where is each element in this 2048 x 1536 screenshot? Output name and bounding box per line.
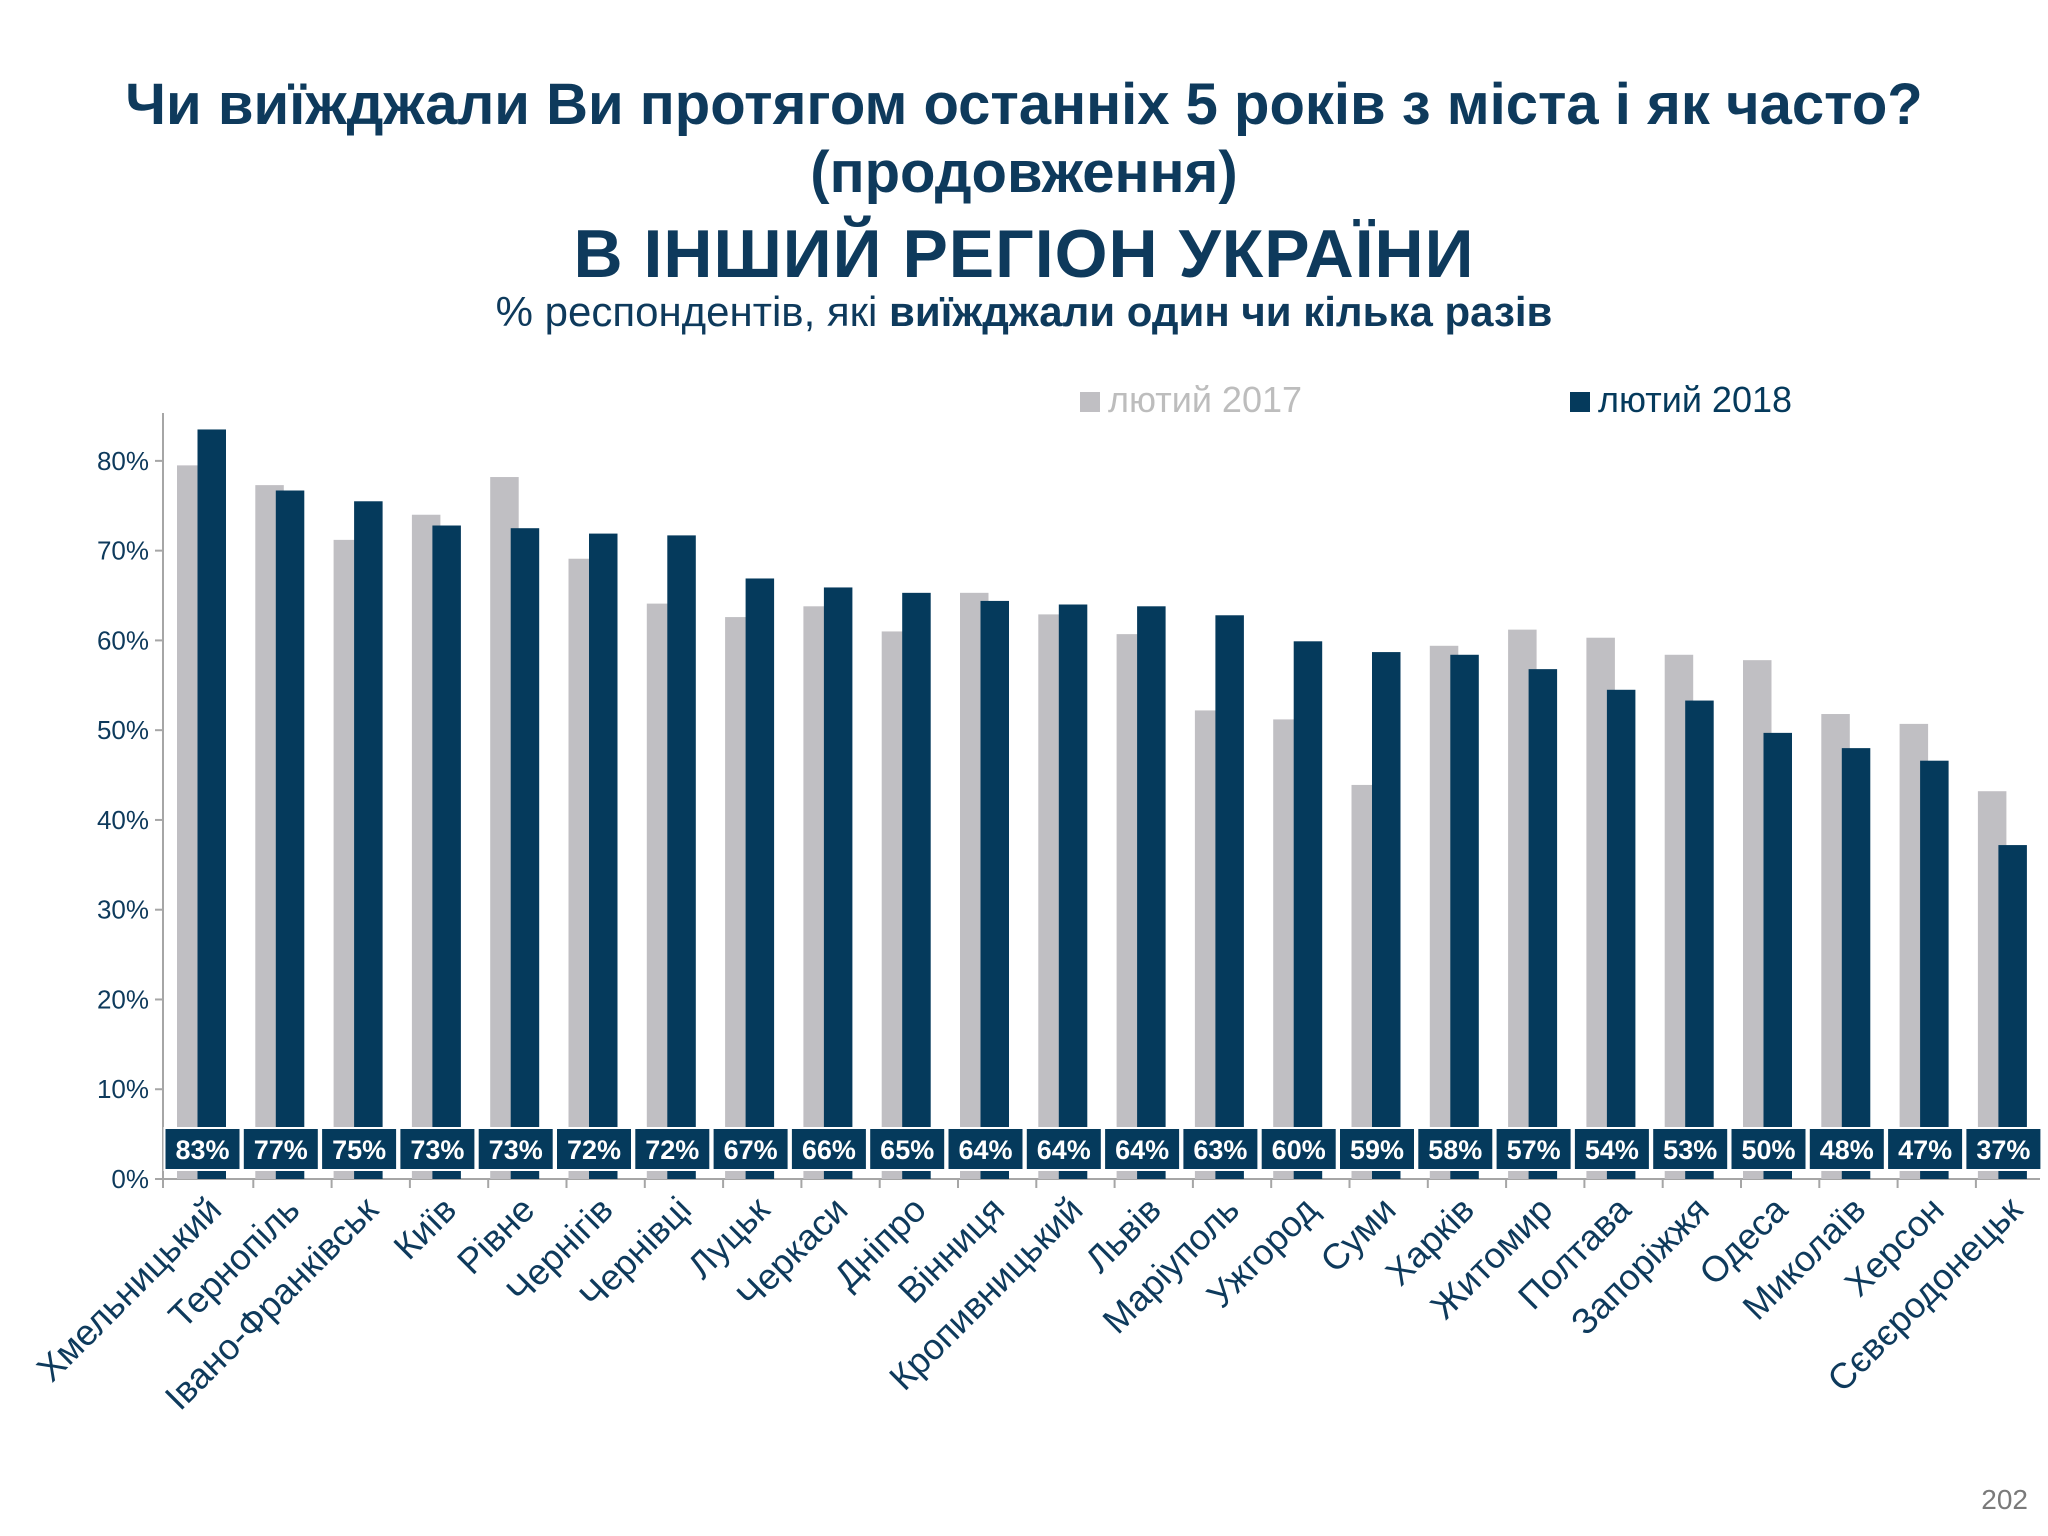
bar-2018 — [1606, 689, 1636, 1179]
y-tick-label: 20% — [97, 984, 149, 1014]
data-label-box — [1729, 1127, 1808, 1171]
data-label: 65% — [880, 1135, 934, 1165]
bar-2018 — [745, 578, 775, 1179]
data-label: 59% — [1350, 1135, 1404, 1165]
data-label: 72% — [645, 1135, 699, 1165]
bar-2018 — [589, 533, 618, 1179]
data-label: 53% — [1663, 1135, 1717, 1165]
data-label-box — [946, 1127, 1025, 1171]
data-label: 50% — [1741, 1135, 1795, 1165]
data-label: 64% — [958, 1135, 1012, 1165]
bar-2018 — [1372, 652, 1401, 1179]
legend-swatch-2017 — [1080, 392, 1100, 412]
data-label-box — [1103, 1127, 1182, 1171]
bar-2018 — [667, 535, 696, 1179]
data-label: 63% — [1193, 1135, 1247, 1165]
data-label-box — [633, 1127, 712, 1171]
data-label: 37% — [1976, 1135, 2030, 1165]
data-label-box — [1572, 1127, 1651, 1171]
data-label: 48% — [1820, 1135, 1874, 1165]
data-label: 72% — [567, 1135, 621, 1165]
chart-title-continuation: (продовження) — [810, 140, 1238, 205]
subtitle-bold: виїжджали один чи кілька разів — [889, 288, 1553, 335]
data-label: 47% — [1898, 1135, 1952, 1165]
bar-2018 — [902, 592, 931, 1179]
chart-subtitle: % респондентів, які виїжджали один чи кі… — [0, 286, 2048, 338]
data-label-box — [1338, 1127, 1416, 1171]
data-label-box — [476, 1127, 555, 1171]
bar-2018 — [1841, 748, 1871, 1179]
y-tick-label: 30% — [97, 895, 149, 925]
bar-2018 — [354, 501, 383, 1179]
y-tick-label: 60% — [97, 625, 149, 655]
data-label: 75% — [332, 1135, 386, 1165]
data-label-box — [1886, 1127, 1965, 1171]
data-label: 64% — [1037, 1135, 1091, 1165]
bar-2018 — [980, 600, 1009, 1179]
data-label-box — [163, 1127, 242, 1171]
data-label: 60% — [1272, 1135, 1326, 1165]
data-label-box — [1024, 1127, 1103, 1171]
y-tick-label: 70% — [97, 536, 149, 566]
data-label-box — [555, 1127, 633, 1171]
data-label-box — [241, 1127, 320, 1171]
data-label-box — [398, 1127, 477, 1171]
data-label: 73% — [489, 1135, 543, 1165]
y-tick-label: 50% — [97, 715, 149, 745]
bar-2018 — [275, 490, 305, 1179]
data-label: 73% — [410, 1135, 464, 1165]
data-label: 66% — [802, 1135, 856, 1165]
bar-2018 — [1215, 615, 1244, 1179]
data-label-box — [1807, 1127, 1886, 1171]
y-tick-label: 0% — [111, 1164, 149, 1194]
data-label-box — [1494, 1127, 1573, 1171]
data-label: 57% — [1507, 1135, 1561, 1165]
bar-2018 — [510, 528, 540, 1179]
bar-2018 — [1528, 669, 1558, 1179]
bar-2018 — [1058, 604, 1088, 1179]
bar-2018 — [432, 525, 461, 1179]
region-title: В ІНШИЙ РЕГІОН УКРАЇНИ — [573, 216, 1475, 292]
chart-title: Чи виїжджали Ви протягом останніх 5 рокі… — [125, 72, 1923, 137]
bar-2018 — [1450, 654, 1479, 1179]
data-label-box — [1259, 1127, 1338, 1171]
data-label-box — [1416, 1127, 1495, 1171]
data-label-box — [1651, 1127, 1730, 1171]
data-label-box — [711, 1127, 790, 1171]
y-tick-label: 80% — [97, 446, 149, 476]
data-label-box — [1964, 1127, 2043, 1171]
page-number: 202 — [1981, 1484, 2028, 1515]
data-label-box — [1181, 1127, 1260, 1171]
data-label: 67% — [724, 1135, 778, 1165]
data-label-box — [789, 1127, 868, 1171]
data-label: 64% — [1115, 1135, 1169, 1165]
bar-2018 — [1763, 732, 1792, 1179]
legend-swatch-2018 — [1570, 392, 1590, 412]
data-label-box — [320, 1127, 399, 1171]
data-label: 58% — [1428, 1135, 1482, 1165]
y-tick-label: 10% — [97, 1074, 149, 1104]
bar-2018 — [1920, 760, 1949, 1179]
data-label: 77% — [254, 1135, 308, 1165]
data-label-box — [868, 1127, 947, 1171]
y-tick-label: 40% — [97, 805, 149, 835]
bar-2018 — [1137, 606, 1166, 1179]
bar-2018 — [1293, 641, 1323, 1179]
legend-label-2018: лютий 2018 — [1598, 379, 1792, 420]
bar-2018 — [823, 587, 853, 1179]
bar-2018 — [1685, 700, 1714, 1179]
bar-2018 — [1998, 845, 2027, 1179]
legend-label-2017: лютий 2017 — [1108, 379, 1302, 420]
bar-2018 — [197, 429, 226, 1179]
data-label: 54% — [1585, 1135, 1639, 1165]
data-label: 83% — [175, 1135, 229, 1165]
subtitle-prefix: % респондентів, які — [495, 288, 890, 335]
